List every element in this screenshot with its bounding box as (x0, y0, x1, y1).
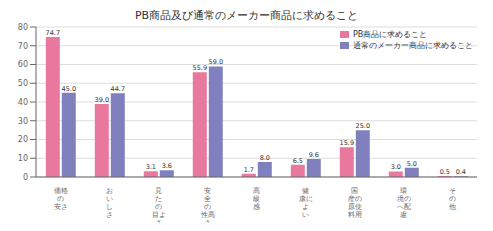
svg-text:1.7: 1.7 (244, 166, 254, 174)
svg-text:20: 20 (18, 135, 28, 144)
svg-text:おいしさ: おいしさ (106, 187, 113, 219)
svg-text:44.7: 44.7 (111, 85, 125, 93)
svg-text:30: 30 (18, 117, 28, 126)
svg-text:40: 40 (18, 98, 28, 107)
svg-text:9.6: 9.6 (309, 151, 319, 159)
svg-text:25.0: 25.0 (356, 122, 370, 130)
svg-text:国産の原使料用: 国産の原使料用 (348, 187, 362, 219)
html-text:通常のメーカー商品に求めること: 通常のメーカー商品に求めること (353, 41, 473, 50)
svg-text:3.0: 3.0 (391, 163, 401, 171)
svg-text:50: 50 (18, 79, 28, 88)
html-text:PB商品に求めること: PB商品に求めること (353, 30, 428, 39)
svg-text:0.5: 0.5 (440, 168, 450, 176)
svg-text:その他: その他 (449, 187, 456, 211)
svg-text:0: 0 (23, 173, 28, 182)
svg-text:6.5: 6.5 (293, 157, 303, 165)
svg-text:45.0: 45.0 (62, 85, 76, 93)
svg-text:価格の安さ: 価格の安さ (54, 187, 68, 211)
svg-text:80: 80 (18, 23, 28, 32)
svg-text:見たの目よさ: 見たの目よさ (152, 187, 166, 223)
html-text:PB商品及び通常のメーカー商品に求めること: PB商品及び通常のメーカー商品に求めること (134, 9, 359, 22)
svg-text:高級感: 高級感 (253, 187, 260, 211)
svg-text:8.0: 8.0 (260, 154, 270, 162)
svg-text:5.0: 5.0 (407, 160, 417, 168)
svg-text:15.9: 15.9 (340, 139, 354, 147)
svg-text:55.9: 55.9 (193, 64, 207, 72)
svg-text:健康によい: 健康によい (299, 187, 313, 219)
svg-text:60: 60 (18, 60, 28, 69)
svg-text:39.0: 39.0 (95, 96, 109, 104)
svg-text:74.7: 74.7 (46, 29, 60, 37)
svg-text:59.0: 59.0 (209, 58, 223, 66)
svg-text:70: 70 (18, 42, 28, 51)
svg-text:0.4: 0.4 (456, 168, 466, 176)
svg-text:安全の性高さ: 安全の性高さ (200, 187, 215, 223)
svg-text:3.1: 3.1 (146, 163, 156, 171)
svg-text:3.6: 3.6 (162, 162, 172, 170)
svg-text:環境のへ配慮: 環境のへ配慮 (396, 187, 411, 219)
svg-text:10: 10 (18, 154, 28, 163)
